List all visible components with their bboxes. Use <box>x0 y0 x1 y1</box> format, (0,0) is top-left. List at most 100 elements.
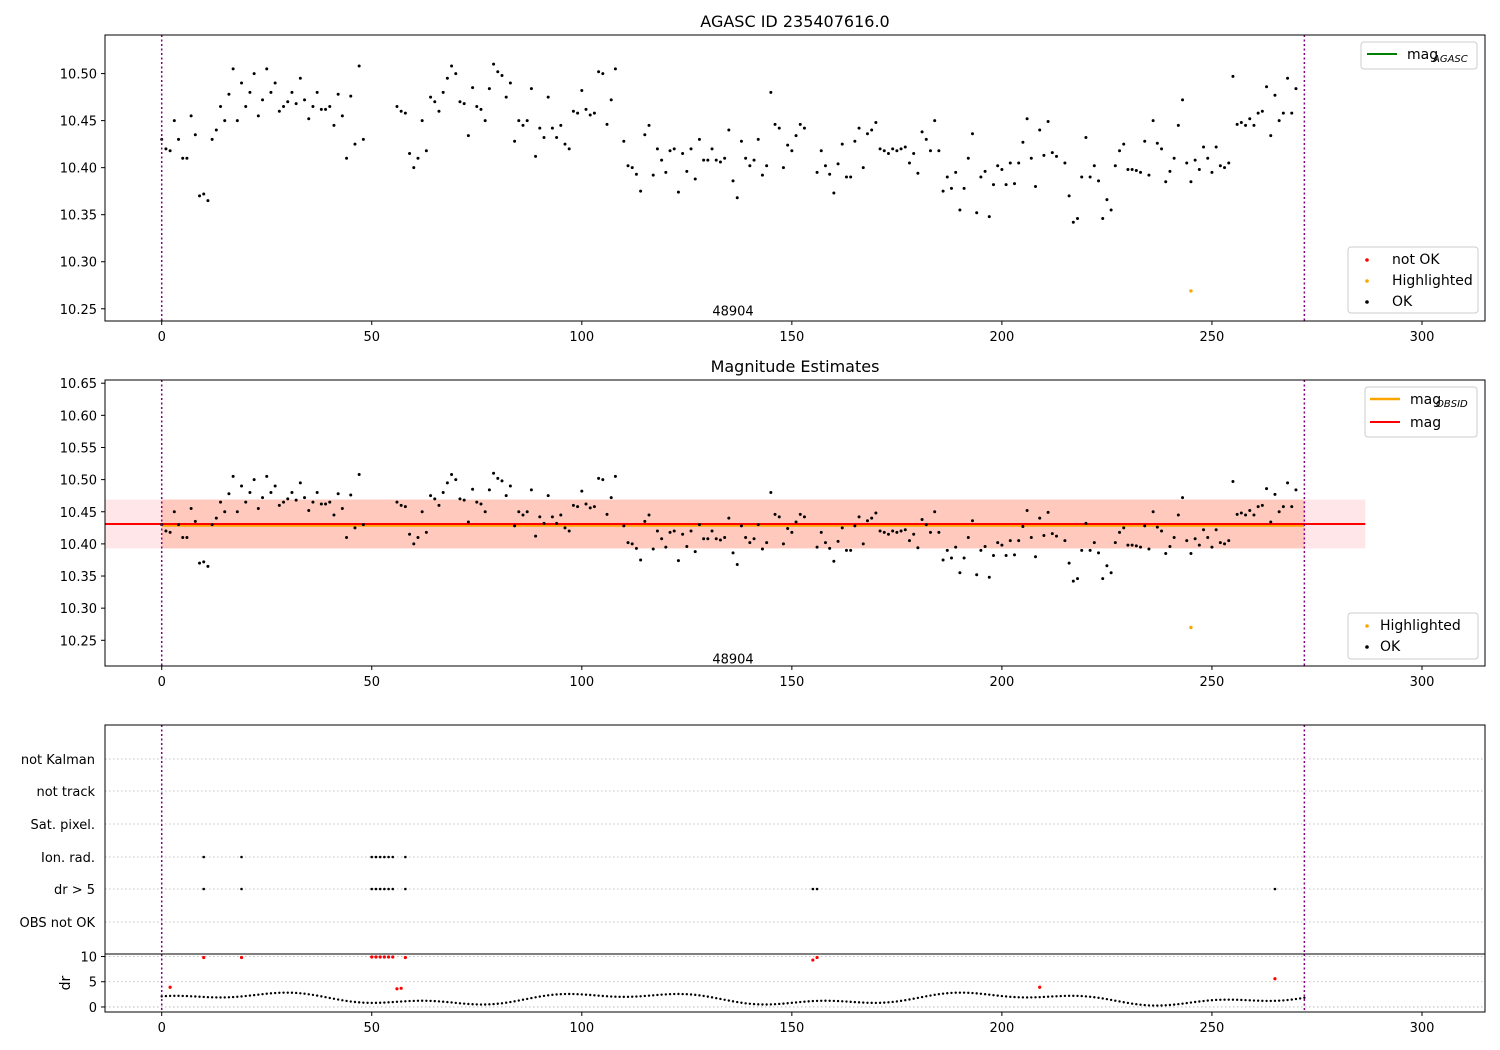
dr-point-ok <box>941 992 945 995</box>
point-ok <box>861 166 865 170</box>
dr-point-ok <box>168 994 172 998</box>
point-ok <box>403 505 407 509</box>
point-ok <box>492 471 496 475</box>
point-ok <box>1155 141 1159 145</box>
dr-point-ok <box>437 1000 441 1003</box>
point-ok <box>588 113 592 117</box>
dr-point-ok <box>441 1000 445 1003</box>
point-ok <box>1000 543 1004 547</box>
point-ok <box>567 529 571 533</box>
flag-label: OBS not OK <box>20 916 96 931</box>
flag-point <box>1273 887 1277 891</box>
point-ok <box>294 102 298 106</box>
dr-point-ok <box>589 993 592 997</box>
point-ok <box>643 133 647 137</box>
dr-point-ok <box>1231 998 1235 1001</box>
point-ok <box>555 521 559 525</box>
point-ok <box>185 535 189 539</box>
dr-point-ok <box>542 994 546 998</box>
dr-point-ok <box>248 994 252 997</box>
dr-point-ok <box>1046 995 1050 998</box>
point-ok <box>214 128 218 132</box>
point-ok <box>315 90 319 94</box>
y-tick-label: 10 <box>80 951 97 966</box>
dr-point-ok <box>580 993 584 996</box>
point-ok <box>1084 521 1088 525</box>
point-ok <box>1097 551 1101 555</box>
point-ok <box>164 529 168 533</box>
point-ok <box>1017 161 1021 165</box>
point-ok <box>273 81 277 85</box>
point-ok <box>639 189 643 193</box>
annotation-obsid-agasc: 48904 <box>712 305 753 320</box>
point-ok <box>408 152 412 156</box>
point-ok <box>685 544 689 548</box>
dr-point-not-ok <box>386 955 391 959</box>
x-tick-label: 250 <box>1200 675 1225 690</box>
panel-dr: 0 50 100 150 200 250 300 0 5 10 dr <box>58 951 1486 1036</box>
point-ok <box>1139 170 1143 174</box>
dr-point-ok <box>223 996 226 999</box>
point-ok <box>550 515 554 519</box>
dr-point-ok <box>786 1002 789 1005</box>
dr-point-ok <box>521 998 525 1001</box>
y-tick-label: 10.35 <box>60 570 97 585</box>
point-ok <box>1168 544 1172 548</box>
dr-point-ok <box>525 997 529 1001</box>
point-ok <box>739 139 743 143</box>
point-ok <box>433 497 437 501</box>
point-ok <box>563 526 567 530</box>
dr-point-ok <box>416 999 420 1002</box>
x-tick-label: 150 <box>779 675 804 690</box>
dr-point-ok <box>899 999 903 1003</box>
point-ok <box>286 100 290 104</box>
x-tick-label: 150 <box>779 1021 804 1036</box>
dr-point-ok <box>273 991 277 995</box>
flag-point <box>202 887 206 891</box>
dr-point-ok <box>626 995 630 999</box>
point-ok <box>651 547 655 551</box>
dr-point-ok <box>794 1001 798 1004</box>
point-ok <box>492 62 496 66</box>
point-ok <box>580 489 584 493</box>
point-ok <box>1130 168 1134 172</box>
point-ok <box>1130 543 1134 547</box>
point-ok <box>1256 111 1260 115</box>
point-ok <box>1256 505 1260 509</box>
point-ok <box>231 474 235 478</box>
legend-label-ok-2: OK <box>1380 639 1401 655</box>
point-ok <box>1105 564 1109 568</box>
point-ok <box>542 136 546 140</box>
point-ok <box>307 117 311 121</box>
point-ok <box>252 478 256 482</box>
dr-point-ok <box>1143 1003 1146 1007</box>
point-ok <box>790 530 794 534</box>
y-tick-label: 10.50 <box>60 474 97 489</box>
dr-point-ok <box>622 995 626 999</box>
point-ok <box>1290 111 1294 115</box>
point-ok <box>521 123 525 127</box>
point-ok <box>744 156 748 160</box>
point-ok <box>1067 194 1071 198</box>
dr-point-ok <box>929 994 932 997</box>
point-ok <box>681 532 685 536</box>
dr-point-ok <box>584 993 588 996</box>
point-ok <box>282 105 286 108</box>
dr-point-ok <box>336 998 340 1001</box>
point-ok <box>710 147 714 151</box>
point-ok <box>760 173 764 177</box>
point-highlighted <box>1189 289 1193 293</box>
dr-point-not-ok <box>391 955 395 959</box>
point-ok <box>681 152 685 156</box>
point-ok <box>836 162 840 166</box>
point-ok <box>592 111 596 115</box>
x-tick-label: 300 <box>1410 1021 1435 1036</box>
point-ok <box>303 98 307 102</box>
flag-point <box>240 887 243 891</box>
point-ok <box>899 147 903 151</box>
dr-point-ok <box>1063 994 1067 998</box>
point-ok <box>1126 543 1130 547</box>
x-tick-label: 50 <box>363 675 380 690</box>
dr-point-not-ok <box>395 987 399 991</box>
point-ok <box>290 490 294 494</box>
